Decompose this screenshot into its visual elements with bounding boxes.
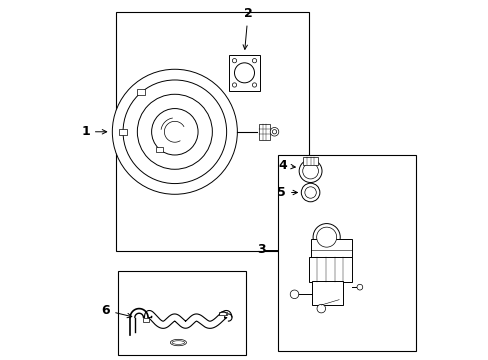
Text: 5: 5 <box>277 186 297 199</box>
Circle shape <box>232 59 236 63</box>
Circle shape <box>290 290 298 298</box>
Circle shape <box>252 83 256 87</box>
Circle shape <box>301 183 319 202</box>
Bar <box>278 155 415 351</box>
Bar <box>119 129 126 135</box>
Circle shape <box>232 83 236 87</box>
Text: 4: 4 <box>277 159 295 172</box>
Text: 1: 1 <box>81 125 106 138</box>
Bar <box>308 257 351 282</box>
Bar <box>143 318 149 322</box>
Bar <box>258 124 270 140</box>
Circle shape <box>272 130 276 134</box>
Ellipse shape <box>170 339 186 346</box>
Text: 2: 2 <box>243 8 252 49</box>
Circle shape <box>123 80 226 184</box>
Circle shape <box>234 63 254 83</box>
Text: 6: 6 <box>102 304 132 318</box>
Bar <box>116 12 308 251</box>
Circle shape <box>137 94 212 169</box>
Bar <box>156 147 163 152</box>
Bar <box>303 157 317 165</box>
Circle shape <box>270 127 278 136</box>
Bar <box>310 239 351 258</box>
Text: 3: 3 <box>257 243 265 256</box>
Circle shape <box>302 163 318 179</box>
Bar <box>312 281 342 305</box>
Circle shape <box>112 69 237 194</box>
Ellipse shape <box>172 341 184 344</box>
Circle shape <box>316 304 325 313</box>
Circle shape <box>151 109 198 155</box>
Bar <box>118 271 246 355</box>
Circle shape <box>252 59 256 63</box>
Circle shape <box>312 224 340 251</box>
Bar <box>137 89 145 95</box>
Circle shape <box>316 227 336 247</box>
Circle shape <box>299 159 322 183</box>
Circle shape <box>356 284 362 290</box>
Bar <box>229 55 259 91</box>
Circle shape <box>304 187 316 198</box>
Bar <box>219 312 226 315</box>
